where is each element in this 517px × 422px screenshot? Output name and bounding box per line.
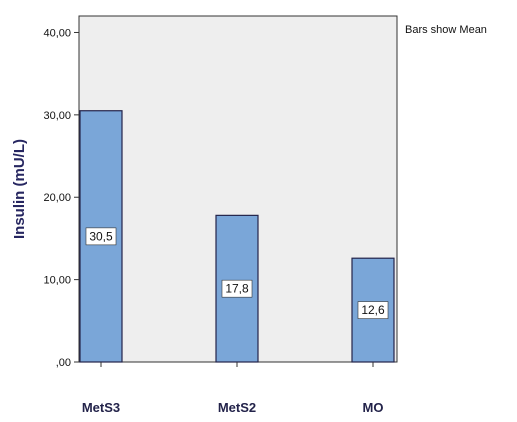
value-label-box: [221, 279, 253, 298]
value-label: 17,8: [225, 282, 249, 296]
x-tick-label: MO: [363, 400, 384, 415]
value-label-box: [357, 301, 389, 319]
y-tick-label: 10,00: [43, 275, 71, 287]
value-labels-layer: 30,5 17,8 12,6: [85, 227, 389, 319]
x-axis: MetS3 MetS2 MO: [82, 362, 384, 415]
y-axis-title: Insulin (mU/L): [11, 139, 28, 239]
x-tick-label: MetS3: [82, 400, 120, 415]
value-label-box: [85, 227, 117, 246]
y-tick-label: 20,00: [43, 192, 71, 204]
y-axis: ,00 10,00 20,00 30,00 40,00: [43, 27, 79, 369]
x-tick-label: MetS2: [218, 400, 256, 415]
y-tick-label: 40,00: [43, 27, 71, 39]
y-tick-label: ,00: [56, 357, 71, 369]
value-label: 12,6: [361, 303, 385, 317]
value-label: 30,5: [89, 229, 113, 243]
bars-show-mean-annotation: Bars show Mean: [405, 24, 487, 36]
y-tick-label: 30,00: [43, 110, 71, 122]
